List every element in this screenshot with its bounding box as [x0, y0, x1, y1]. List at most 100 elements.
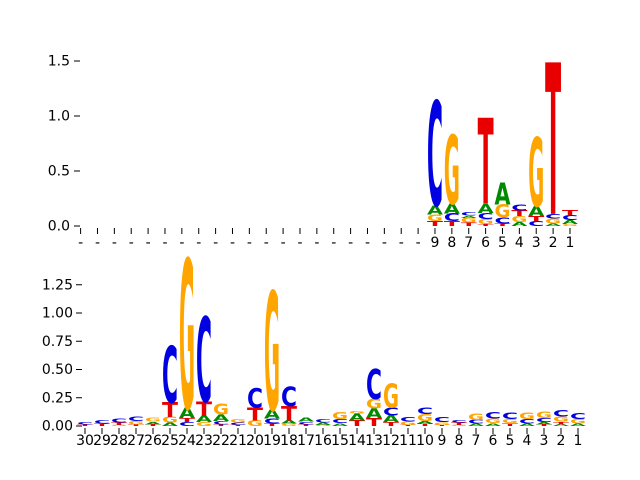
x-tick-label: 7: [472, 433, 481, 449]
logo-letter-T: T: [494, 222, 510, 226]
logo-letter-G: G: [417, 412, 433, 423]
x-tick-label: -: [129, 235, 134, 251]
logo-letter-C: C: [553, 408, 569, 418]
logo-letter-A: A: [332, 422, 348, 427]
logo-letter-G: G: [536, 410, 552, 420]
x-tick-label: 4: [523, 433, 532, 449]
logo-letter-G: G: [485, 417, 501, 424]
x-tick-label: 11: [399, 433, 417, 449]
logo-letter-G: G: [461, 216, 477, 224]
x-tick-label: 12: [382, 433, 400, 449]
logo-letter-T: T: [427, 220, 443, 228]
x-tick-label: 2: [549, 235, 558, 251]
logo-letter-G: G: [478, 217, 494, 225]
x-tick-label: 4: [515, 235, 524, 251]
x-tick-label: -: [196, 235, 201, 251]
x-tick-label: -: [348, 235, 353, 251]
logo-letter-T: T: [417, 423, 433, 427]
logo-letter-T: T: [383, 421, 399, 427]
x-tick-label: 24: [178, 433, 196, 449]
logo-letter-A: A: [478, 201, 494, 216]
logo-letter-C: C: [111, 418, 127, 424]
logo-letter-G: G: [511, 214, 527, 224]
x-tick-label: 1: [566, 235, 575, 251]
logo-letter-T: T: [434, 425, 450, 427]
x-tick-label: 5: [498, 235, 507, 251]
y-tick-label: 0.25: [42, 390, 73, 406]
x-tick-label: 28: [110, 433, 128, 449]
logo-letter-G: G: [519, 411, 535, 421]
logo-letter-C: C: [570, 412, 586, 421]
x-tick-label: -: [365, 235, 370, 251]
x-tick-label: 10: [416, 433, 434, 449]
logo-letter-A: A: [468, 423, 484, 427]
x-tick-label: 2: [557, 433, 566, 449]
logo-letter-C: C: [562, 214, 578, 222]
y-tick-label: 0.50: [42, 362, 73, 378]
logo-letter-G: G: [111, 425, 127, 427]
logo-letter-A: A: [281, 419, 297, 424]
logo-letter-T: T: [536, 424, 552, 427]
logo-letter-T: T: [444, 220, 460, 228]
logo-letter-C: C: [179, 421, 195, 427]
logo-letter-A: A: [570, 423, 586, 427]
logo-letter-T: T: [247, 404, 263, 425]
logo-letter-G: G: [468, 412, 484, 422]
logo-letter-G: G: [494, 201, 510, 221]
logo-letter-T: T: [281, 402, 297, 425]
logo-letter-C: C: [366, 361, 382, 409]
logo-letter-C: C: [213, 420, 229, 425]
logo-letter-C: C: [94, 419, 110, 424]
logo-letter-A: A: [366, 406, 382, 421]
x-tick-label: -: [179, 235, 184, 251]
top-logo: 0.00.51.01.5- - - - - - - - - - - - - - - - - - - - -9TGAC8T…: [48, 23, 578, 264]
y-tick-label: 1.25: [42, 277, 73, 293]
logo-letter-G: G: [332, 411, 348, 422]
logo-letter-T: T: [94, 423, 110, 427]
logo-letter-T: T: [528, 215, 544, 223]
logo-letter-A: A: [494, 177, 510, 212]
x-tick-label: -: [416, 235, 421, 251]
logo-letter-G: G: [349, 411, 365, 415]
logo-letter-A: A: [349, 412, 365, 423]
logo-letter-G: G: [162, 415, 178, 424]
x-tick-label: 18: [280, 433, 298, 449]
logo-letter-C: C: [444, 211, 460, 223]
logo-letter-C: C: [315, 418, 331, 423]
logo-letter-C: C: [298, 421, 314, 426]
x-tick-label: -: [382, 235, 387, 251]
logo-letter-T: T: [461, 222, 477, 227]
x-tick-label: 16: [314, 433, 332, 449]
logo-letter-G: G: [427, 213, 443, 224]
y-tick-label: 0.00: [42, 419, 73, 435]
logo-letter-G: G: [247, 419, 263, 428]
x-tick-label: 3: [532, 235, 541, 251]
logo-letter-G: G: [128, 420, 144, 425]
logo-letter-C: C: [247, 383, 263, 414]
x-tick-label: 19: [263, 433, 281, 449]
logo-letter-T: T: [553, 421, 569, 426]
logo-letter-C: C: [451, 420, 467, 424]
x-tick-label: 15: [331, 433, 349, 449]
x-tick-label: -: [281, 235, 286, 251]
x-tick-label: 9: [438, 433, 447, 449]
x-tick-label: -: [213, 235, 218, 251]
x-tick-label: 8: [447, 235, 456, 251]
logo-letter-C: C: [461, 211, 477, 216]
y-tick-label: 0.75: [42, 334, 73, 350]
x-tick-label: -: [399, 235, 404, 251]
logo-letter-T: T: [196, 398, 212, 421]
logo-letter-T: T: [162, 399, 178, 422]
x-tick-label: -: [95, 235, 100, 251]
logo-letter-C: C: [383, 405, 399, 418]
y-tick-label: 1.00: [42, 306, 73, 322]
x-tick-label: -: [331, 235, 336, 251]
logo-letter-T: T: [128, 424, 144, 427]
bottom-logo: 0.000.250.500.751.001.2530TC29TC28GTC27T…: [42, 219, 586, 457]
logo-letter-A: A: [511, 221, 527, 227]
logo-letter-T: T: [478, 223, 494, 227]
logo-letter-G: G: [434, 421, 450, 426]
logo-letter-T: T: [349, 419, 365, 428]
y-tick-label: 1.0: [48, 109, 70, 125]
